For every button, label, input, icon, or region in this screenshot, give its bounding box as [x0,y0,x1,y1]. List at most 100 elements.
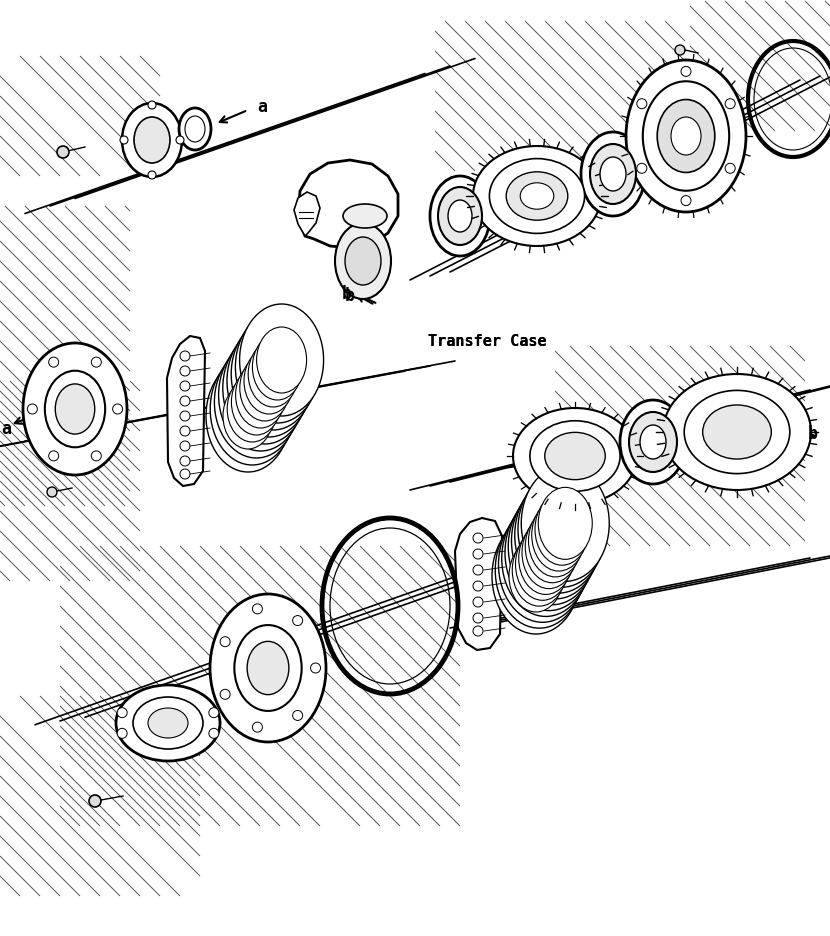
Circle shape [120,137,128,145]
Ellipse shape [499,506,587,622]
Ellipse shape [448,201,472,233]
Circle shape [180,367,190,376]
Polygon shape [455,519,502,651]
Ellipse shape [519,523,573,594]
Ellipse shape [234,625,301,711]
Circle shape [473,565,483,576]
Ellipse shape [473,147,601,247]
Ellipse shape [496,513,583,628]
Circle shape [637,164,647,174]
Ellipse shape [232,370,281,435]
Ellipse shape [122,104,182,178]
Circle shape [473,597,483,607]
Ellipse shape [252,335,302,401]
Circle shape [176,137,184,145]
Circle shape [209,708,219,718]
Circle shape [148,102,156,110]
Ellipse shape [133,697,203,749]
Circle shape [117,728,127,739]
Ellipse shape [629,413,677,473]
Ellipse shape [345,238,381,285]
Circle shape [47,488,57,497]
Ellipse shape [515,529,569,601]
Ellipse shape [214,346,299,459]
Ellipse shape [663,374,811,490]
Text: b: b [808,425,818,443]
Ellipse shape [232,318,315,431]
Ellipse shape [642,82,730,192]
Circle shape [252,605,262,614]
Text: Transfer Case: Transfer Case [428,334,547,349]
Circle shape [27,404,37,415]
Ellipse shape [247,642,289,695]
Ellipse shape [244,348,294,415]
Ellipse shape [210,594,326,742]
Ellipse shape [530,421,620,491]
Ellipse shape [343,205,387,228]
Ellipse shape [522,517,576,589]
Text: Transfer Case: Transfer Case [428,334,547,349]
Ellipse shape [492,519,580,635]
Polygon shape [167,337,205,487]
Circle shape [310,664,320,673]
Circle shape [91,451,101,461]
Ellipse shape [511,483,599,599]
Ellipse shape [210,354,294,465]
Ellipse shape [512,534,566,607]
Ellipse shape [640,426,666,460]
Ellipse shape [45,372,105,447]
Circle shape [180,457,190,466]
Circle shape [293,616,303,626]
Circle shape [220,637,230,647]
Circle shape [180,412,190,421]
Ellipse shape [590,145,636,205]
Circle shape [180,427,190,436]
Ellipse shape [600,158,626,192]
Ellipse shape [525,511,579,583]
Ellipse shape [148,709,188,739]
Ellipse shape [509,540,563,612]
Circle shape [180,397,190,406]
Ellipse shape [620,401,686,485]
Circle shape [148,172,156,180]
Ellipse shape [236,312,320,424]
Circle shape [473,581,483,592]
Ellipse shape [23,344,127,475]
Ellipse shape [134,118,170,164]
Ellipse shape [518,472,606,588]
Ellipse shape [520,183,554,210]
Ellipse shape [206,360,290,473]
Circle shape [681,67,691,78]
Ellipse shape [227,376,277,443]
Ellipse shape [505,495,593,611]
Polygon shape [294,193,320,237]
Circle shape [252,723,262,732]
Ellipse shape [506,172,568,221]
Ellipse shape [335,224,391,300]
Ellipse shape [703,405,771,460]
Ellipse shape [222,332,307,445]
Ellipse shape [657,100,715,173]
Circle shape [180,442,190,451]
Circle shape [725,164,735,174]
Ellipse shape [248,342,298,407]
Circle shape [180,382,190,391]
Ellipse shape [430,177,490,256]
Circle shape [180,352,190,361]
Circle shape [473,613,483,623]
Ellipse shape [626,61,746,212]
Circle shape [49,451,59,461]
Ellipse shape [532,500,586,572]
Ellipse shape [513,408,637,505]
Circle shape [180,470,190,479]
Ellipse shape [581,133,645,217]
Circle shape [220,690,230,699]
Circle shape [49,358,59,368]
Ellipse shape [185,117,205,143]
Circle shape [117,708,127,718]
Ellipse shape [490,159,584,234]
Text: b: b [342,285,352,302]
Ellipse shape [179,109,211,151]
Ellipse shape [236,362,286,429]
Ellipse shape [515,477,603,593]
